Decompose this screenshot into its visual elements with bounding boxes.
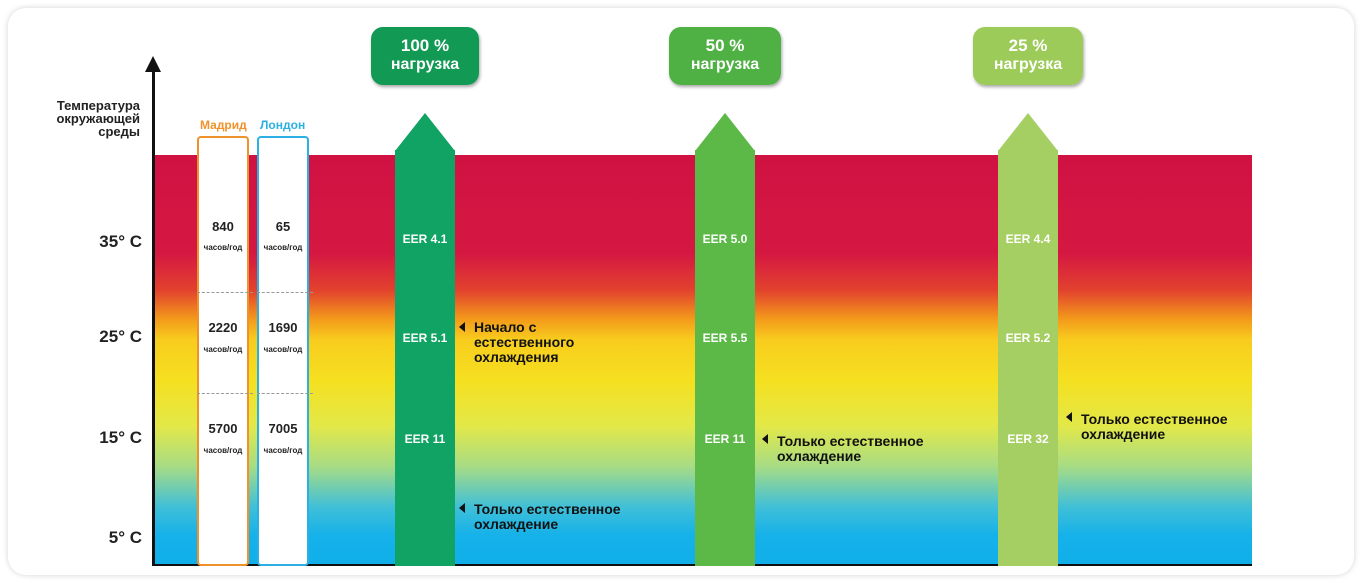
load-arrow-50 bbox=[695, 113, 755, 566]
arrow-head-icon bbox=[395, 113, 455, 151]
pointer-icon bbox=[762, 434, 768, 444]
hours-unit: часов/год bbox=[203, 345, 243, 354]
load-label: нагрузка bbox=[390, 56, 460, 73]
eer-25-35: EER 4.4 bbox=[1005, 232, 1051, 246]
note-start-free-cooling: Начало с естественного охлаждения bbox=[474, 319, 575, 365]
note-only-free-cooling-50: Только естественное охлаждение bbox=[777, 433, 924, 464]
arrow-shaft bbox=[695, 150, 755, 566]
hours-unit: часов/год bbox=[263, 243, 303, 252]
separator bbox=[257, 393, 313, 394]
tick-5c: 5° C bbox=[108, 528, 142, 547]
y-axis-arrow-icon bbox=[145, 56, 161, 72]
note-only-free-cooling-25: Только естественное охлаждение bbox=[1081, 411, 1228, 442]
london-hours-15: 7005 bbox=[268, 421, 298, 436]
city-label-london: Лондон bbox=[260, 118, 306, 132]
arrow-shaft bbox=[998, 150, 1058, 566]
separator bbox=[197, 393, 253, 394]
load-percent: 100 % bbox=[400, 36, 450, 55]
y-axis-line bbox=[152, 68, 155, 566]
y-axis-title: Температура окружающей среды bbox=[56, 98, 140, 139]
eer-50-15: EER 11 bbox=[704, 432, 746, 446]
load-label: нагрузка bbox=[690, 56, 760, 73]
tick-35c: 35° C bbox=[99, 232, 142, 251]
arrow-shaft bbox=[395, 150, 455, 566]
note-only-free-cooling-100: Только естественное охлаждение bbox=[474, 501, 621, 532]
city-label-madrid: Мадрид bbox=[200, 118, 247, 132]
hours-unit: часов/год bbox=[263, 345, 303, 354]
eer-50-35: EER 5.0 bbox=[702, 232, 748, 246]
city-column-london bbox=[257, 136, 309, 566]
load-badge-25: 25 % нагрузка bbox=[973, 27, 1083, 85]
hours-unit: часов/год bbox=[203, 446, 243, 455]
load-badge-100: 100 % нагрузка bbox=[371, 27, 479, 85]
eer-100-35: EER 4.1 bbox=[402, 232, 448, 246]
eer-25-15: EER 32 bbox=[1007, 432, 1049, 446]
arrow-head-icon bbox=[998, 113, 1058, 151]
city-column-madrid bbox=[197, 136, 249, 566]
separator bbox=[257, 292, 313, 293]
hours-unit: часов/год bbox=[203, 243, 243, 252]
pointer-icon bbox=[459, 322, 465, 332]
load-label: нагрузка bbox=[993, 56, 1063, 73]
tick-25c: 25° C bbox=[99, 327, 142, 346]
pointer-icon bbox=[459, 503, 465, 513]
pointer-icon bbox=[1066, 412, 1072, 422]
load-percent: 50 % bbox=[705, 36, 745, 55]
arrow-head-icon bbox=[695, 113, 755, 151]
load-badge-50: 50 % нагрузка bbox=[669, 27, 781, 85]
eer-50-25: EER 5.5 bbox=[702, 331, 748, 345]
load-percent: 25 % bbox=[1008, 36, 1048, 55]
hours-unit: часов/год bbox=[263, 446, 303, 455]
tick-15c: 15° C bbox=[99, 428, 142, 447]
load-arrow-100 bbox=[395, 113, 455, 566]
london-hours-25: 1690 bbox=[268, 320, 298, 335]
eer-100-25: EER 5.1 bbox=[402, 331, 448, 345]
madrid-hours-25: 2220 bbox=[208, 320, 238, 335]
madrid-hours-35: 840 bbox=[212, 219, 234, 234]
london-hours-35: 65 bbox=[275, 219, 291, 234]
madrid-hours-15: 5700 bbox=[208, 421, 238, 436]
separator bbox=[197, 292, 253, 293]
load-arrow-25 bbox=[998, 113, 1058, 566]
eer-100-15: EER 11 bbox=[404, 432, 446, 446]
eer-25-25: EER 5.2 bbox=[1005, 331, 1051, 345]
